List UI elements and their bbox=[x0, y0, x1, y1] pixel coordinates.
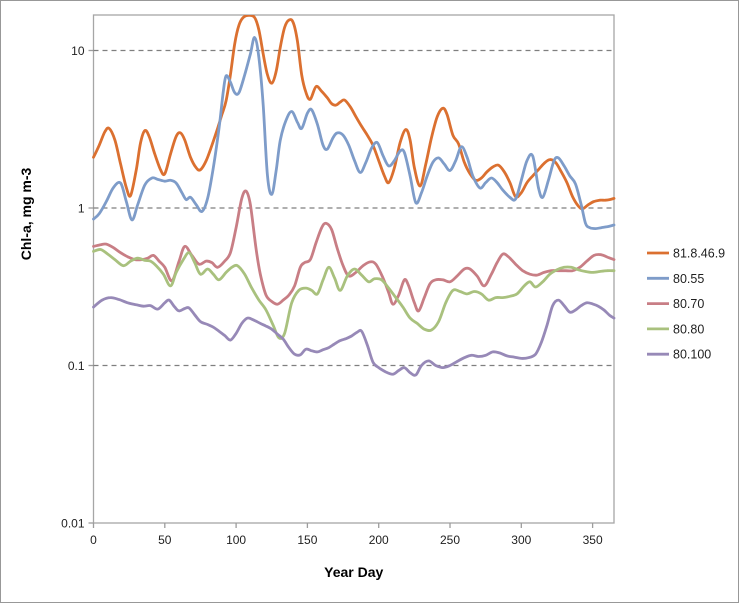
series-line-80-55 bbox=[92, 36, 616, 230]
legend-entry-81-8-46-9: 81.8.46.9 bbox=[647, 247, 725, 261]
x-axis-tick-label: 0 bbox=[90, 533, 97, 547]
x-axis-tick-label: 300 bbox=[511, 533, 531, 547]
legend: 81.8.46.9 80.55 80.70 80.80 80.100 bbox=[647, 247, 725, 362]
series-lines bbox=[92, 15, 616, 377]
y-axis-tick-label: 0.1 bbox=[68, 359, 85, 373]
y-axis-tick-label: 10 bbox=[71, 44, 85, 58]
y-axis-tick-label: 0.01 bbox=[61, 517, 85, 531]
legend-entry-80-80: 80.80 bbox=[647, 322, 704, 336]
x-axis-tick-label: 250 bbox=[440, 533, 460, 547]
series-line-81-8-46-9 bbox=[92, 15, 616, 211]
legend-label: 80.80 bbox=[673, 322, 704, 336]
legend-entry-80-70: 80.70 bbox=[647, 297, 704, 311]
legend-entry-80-100: 80.100 bbox=[647, 348, 711, 362]
series-line-80-70 bbox=[92, 189, 616, 313]
legend-entry-80-55: 80.55 bbox=[647, 272, 704, 286]
y-axis-title: Chl-a, mg m-3 bbox=[18, 167, 34, 260]
legend-label: 81.8.46.9 bbox=[673, 247, 725, 261]
series-line-80-100 bbox=[92, 296, 616, 377]
series-line-80-80 bbox=[92, 248, 616, 340]
legend-label: 80.55 bbox=[673, 272, 704, 286]
x-axis-tick-label: 350 bbox=[583, 533, 603, 547]
y-axis-tick-label: 1 bbox=[78, 202, 85, 216]
x-axis-tick-label: 150 bbox=[297, 533, 317, 547]
x-axis-tick-label: 100 bbox=[226, 533, 246, 547]
x-axis-tick-label: 50 bbox=[158, 533, 172, 547]
x-axis-tick-label: 200 bbox=[369, 533, 389, 547]
legend-label: 80.100 bbox=[673, 348, 711, 362]
x-axis-title: Year Day bbox=[324, 564, 383, 580]
legend-label: 80.70 bbox=[673, 297, 704, 311]
